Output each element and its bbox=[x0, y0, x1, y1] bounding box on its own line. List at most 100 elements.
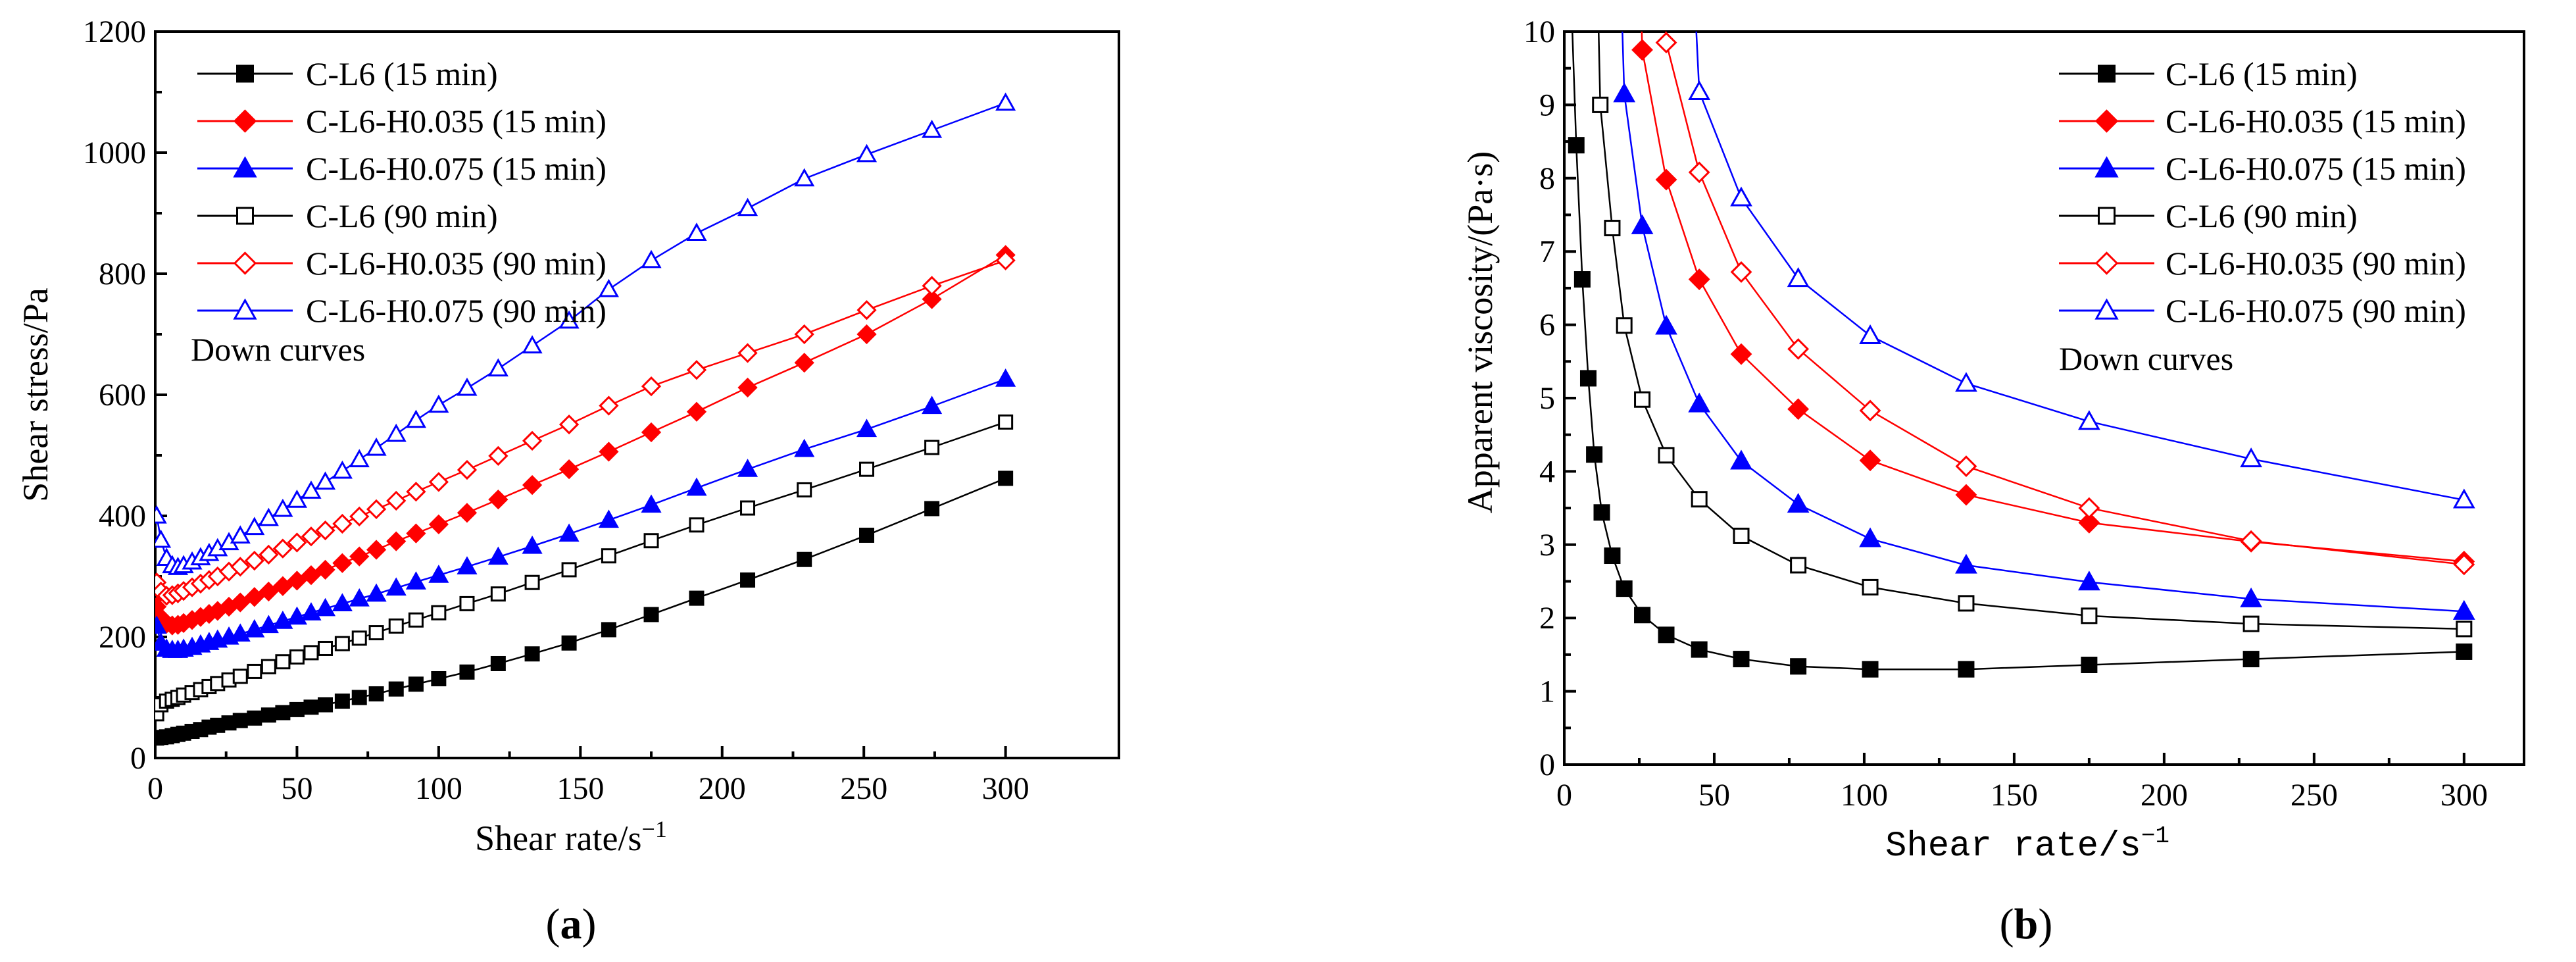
x-tick-label: 250 bbox=[2291, 778, 2338, 813]
data-point bbox=[272, 498, 293, 517]
data-point bbox=[318, 697, 334, 713]
legend-item: C-L6-H0.035 (90 min) bbox=[197, 245, 607, 282]
data-point bbox=[558, 459, 580, 480]
x-tick-label: 250 bbox=[840, 771, 887, 806]
data-point bbox=[643, 533, 659, 549]
data-point bbox=[289, 701, 305, 717]
plot-frame-a bbox=[154, 30, 1120, 759]
x-tick-label: 300 bbox=[2440, 778, 2488, 813]
y-tick-label: 800 bbox=[99, 257, 146, 291]
data-point bbox=[995, 250, 1016, 270]
data-point bbox=[1958, 595, 1975, 612]
data-point bbox=[641, 422, 662, 443]
data-point bbox=[686, 401, 707, 422]
data-point bbox=[334, 694, 350, 709]
series-a-1 bbox=[155, 245, 1016, 636]
data-point bbox=[368, 625, 384, 641]
legend-label: C-L6-H0.035 (15 min) bbox=[306, 103, 607, 139]
data-point bbox=[349, 588, 370, 607]
data-point bbox=[1859, 527, 1881, 547]
data-point bbox=[459, 664, 475, 680]
series-a-3 bbox=[155, 414, 1014, 722]
data-point bbox=[1655, 315, 1677, 335]
legend-label: C-L6 (15 min) bbox=[306, 55, 498, 92]
data-point bbox=[287, 570, 307, 591]
panel-label-a-open: ( bbox=[546, 900, 560, 948]
panel-label-a: (a) bbox=[546, 900, 597, 948]
data-point bbox=[924, 501, 940, 517]
data-point bbox=[1733, 527, 1750, 544]
x-tick-label: 200 bbox=[699, 771, 746, 806]
data-point bbox=[155, 615, 167, 634]
data-point bbox=[1691, 491, 1708, 508]
x-tick-label: 200 bbox=[2141, 778, 2188, 813]
legend-marker bbox=[233, 298, 257, 320]
data-point bbox=[315, 559, 335, 580]
x-tick-label: 300 bbox=[982, 771, 1029, 806]
data-point bbox=[2242, 651, 2260, 668]
legend-label: C-L6-H0.075 (90 min) bbox=[306, 292, 607, 329]
legend-item: C-L6 (90 min) bbox=[197, 197, 498, 234]
series-b-0 bbox=[1568, 32, 2473, 678]
legend-item: C-L6-H0.075 (90 min) bbox=[197, 292, 607, 329]
data-point bbox=[599, 442, 619, 462]
data-point bbox=[366, 540, 387, 560]
data-point bbox=[686, 477, 707, 496]
data-point bbox=[275, 654, 291, 670]
data-point bbox=[487, 546, 508, 565]
data-point bbox=[643, 607, 659, 622]
data-point bbox=[737, 343, 758, 363]
data-point bbox=[490, 586, 506, 602]
legend-label: C-L6-H0.035 (90 min) bbox=[306, 245, 607, 282]
series-a-0 bbox=[155, 470, 1014, 746]
y-tick-label: 600 bbox=[99, 378, 146, 413]
data-point bbox=[1733, 651, 1750, 668]
x-tick-label: 0 bbox=[147, 771, 163, 806]
legend-item: C-L6-H0.035 (90 min) bbox=[2059, 245, 2466, 282]
data-point bbox=[408, 676, 424, 692]
legend-marker bbox=[2094, 251, 2119, 275]
data-point bbox=[155, 505, 167, 524]
data-point bbox=[405, 409, 426, 428]
data-point bbox=[1616, 580, 1633, 597]
data-point bbox=[2078, 497, 2100, 519]
data-point bbox=[260, 659, 276, 674]
x-tick-label: 100 bbox=[415, 771, 462, 806]
data-point bbox=[797, 482, 812, 497]
series-line bbox=[1665, 32, 2464, 566]
data-point bbox=[230, 592, 251, 613]
data-point bbox=[737, 377, 758, 398]
xlabel-b: Shear rate/s−1 bbox=[1885, 823, 2169, 867]
data-point bbox=[487, 358, 508, 377]
data-point bbox=[1955, 455, 1977, 478]
data-point bbox=[558, 310, 580, 329]
y-tick-label: 8 bbox=[1539, 161, 1555, 196]
xlabel-b-text: Shear rate/s bbox=[1885, 826, 2141, 867]
data-point bbox=[155, 529, 172, 548]
data-point bbox=[2452, 488, 2475, 509]
legend-item: C-L6-H0.035 (15 min) bbox=[2059, 103, 2466, 139]
data-point bbox=[1616, 317, 1633, 334]
data-point bbox=[856, 143, 878, 163]
data-point bbox=[287, 532, 307, 553]
y-tick-label: 1200 bbox=[83, 14, 146, 49]
legend-label: C-L6-H0.075 (15 min) bbox=[306, 150, 607, 187]
data-point bbox=[272, 576, 293, 596]
data-point bbox=[258, 507, 279, 526]
data-point bbox=[859, 527, 875, 543]
legend-label: C-L6 (90 min) bbox=[306, 197, 498, 234]
data-point bbox=[386, 531, 407, 551]
data-point bbox=[289, 649, 305, 665]
series-b-2 bbox=[1613, 32, 2475, 620]
data-point bbox=[301, 526, 322, 547]
data-point bbox=[1787, 398, 1810, 420]
annotation-b: Down curves bbox=[2059, 340, 2233, 377]
data-point bbox=[457, 503, 478, 523]
data-point bbox=[1604, 547, 1621, 565]
data-point bbox=[1688, 80, 1711, 101]
data-point bbox=[1655, 32, 1677, 54]
data-point bbox=[922, 276, 942, 296]
y-tick-label: 0 bbox=[1539, 747, 1555, 782]
series-line bbox=[1597, 32, 2464, 630]
